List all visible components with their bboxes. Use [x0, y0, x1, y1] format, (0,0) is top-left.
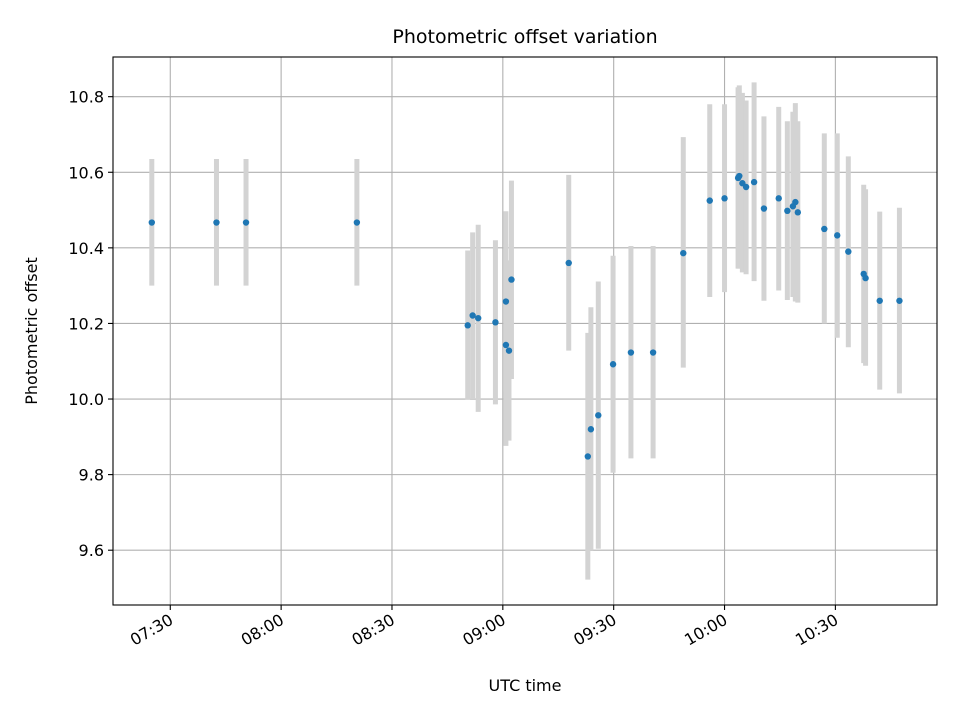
- data-point: [609, 361, 617, 368]
- grid-lines: [113, 57, 937, 605]
- data-point: [213, 219, 220, 226]
- plot-frame: [112, 56, 938, 606]
- data-point: [680, 249, 687, 257]
- data-point: [721, 195, 728, 202]
- data-point: [742, 183, 750, 191]
- y-tick-label: 10.4: [68, 239, 104, 258]
- data-point: [502, 298, 510, 305]
- data-point: [148, 219, 155, 226]
- data-markers: [148, 172, 903, 460]
- y-tick-label: 9.8: [79, 466, 104, 485]
- y-tick-label: 10.0: [68, 390, 104, 409]
- data-point: [505, 347, 513, 354]
- data-point: [242, 219, 250, 226]
- data-point: [595, 412, 602, 419]
- y-axis-ticks: 9.6 9.8 10.0 10.2 10.4 10.6 10.8: [68, 88, 113, 560]
- data-point: [464, 322, 471, 329]
- data-point: [353, 219, 361, 226]
- chart-title: Photometric offset variation: [392, 26, 657, 48]
- data-point: [502, 341, 510, 349]
- data-point: [565, 259, 572, 267]
- y-tick-label: 10.6: [68, 163, 104, 182]
- data-point: [760, 205, 768, 212]
- data-point: [474, 314, 482, 322]
- data-point: [792, 198, 799, 206]
- data-point: [845, 248, 852, 255]
- data-point: [469, 312, 476, 319]
- data-point: [834, 232, 841, 239]
- data-point: [775, 195, 782, 202]
- data-point: [736, 172, 743, 180]
- data-point: [896, 297, 903, 304]
- data-point: [706, 197, 713, 204]
- data-point: [587, 426, 595, 433]
- data-point: [821, 225, 828, 233]
- y-tick-label: 10.8: [68, 88, 104, 107]
- data-point: [862, 274, 869, 282]
- x-axis-label: UTC time: [489, 676, 562, 695]
- data-point: [750, 178, 758, 186]
- data-point: [492, 319, 499, 326]
- data-point: [794, 209, 802, 216]
- data-point: [784, 207, 791, 215]
- y-axis-label: Photometric offset: [22, 257, 41, 405]
- data-point: [627, 349, 635, 356]
- data-point: [876, 297, 883, 304]
- y-tick-label: 10.2: [68, 314, 104, 333]
- data-point: [584, 453, 592, 460]
- data-point: [649, 349, 657, 356]
- data-point: [508, 276, 515, 283]
- y-tick-label: 9.6: [79, 541, 104, 560]
